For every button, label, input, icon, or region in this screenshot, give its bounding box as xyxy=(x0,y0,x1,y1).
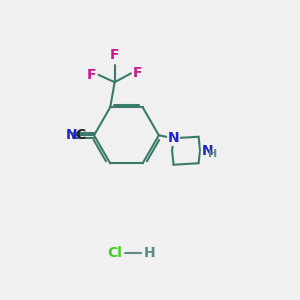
Text: Cl: Cl xyxy=(107,246,122,260)
Text: N: N xyxy=(65,128,77,142)
Text: C: C xyxy=(75,128,85,142)
Text: N: N xyxy=(202,144,213,158)
Text: N: N xyxy=(168,131,179,145)
Text: H: H xyxy=(144,246,156,260)
Text: H: H xyxy=(208,149,218,159)
Text: F: F xyxy=(87,68,96,82)
Text: F: F xyxy=(133,66,143,80)
Text: F: F xyxy=(110,48,119,62)
